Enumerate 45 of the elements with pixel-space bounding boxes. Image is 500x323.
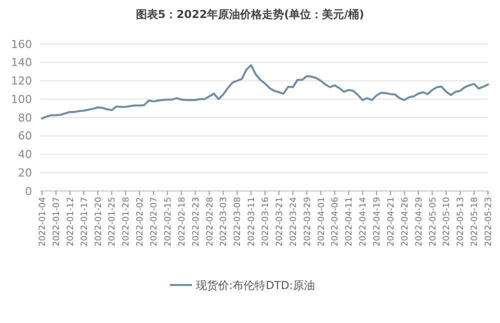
x-tick-label: 2022-01-25	[108, 197, 118, 246]
x-tick-label: 2022-04-19	[372, 197, 382, 246]
x-tick-label: 2022-02-23	[191, 197, 202, 246]
y-tick-label: 40	[18, 148, 32, 162]
x-tick-label: 2022-01-07	[52, 197, 62, 246]
y-tick-label: 80	[18, 111, 32, 124]
y-tick-label: 140	[11, 56, 32, 70]
x-tick-label: 2022-02-18	[177, 197, 188, 246]
x-tick-label: 2022-02-02	[136, 197, 146, 246]
y-tick-label: 100	[11, 92, 32, 106]
x-tick-label: 2022-04-21	[386, 197, 396, 246]
x-tick-label: 2022-04-01	[316, 197, 327, 246]
x-tick-label: 2022-01-04	[38, 197, 48, 246]
y-tick-label: 160	[11, 38, 32, 51]
x-tick-label: 2022-05-23	[484, 197, 494, 246]
x-tick-label: 2022-04-14	[358, 197, 369, 246]
x-tick-label: 2022-03-11	[247, 197, 258, 246]
y-tick-label: 120	[11, 74, 32, 88]
x-tick-label: 2022-05-10	[442, 197, 452, 246]
x-tick-label: 2022-01-20	[94, 197, 104, 246]
x-tick-label: 2022-05-05	[428, 197, 438, 246]
x-tick-label: 2022-01-17	[80, 197, 90, 246]
x-tick-label: 2022-02-15	[163, 197, 174, 246]
y-tick-label: 60	[18, 130, 32, 143]
x-tick-label: 2022-03-03	[219, 197, 230, 246]
x-tick-label: 2022-03-08	[233, 197, 244, 246]
x-tick-label: 2022-03-24	[288, 197, 299, 246]
x-tick-label: 2022-03-29	[302, 197, 313, 246]
x-tick-label: 2022-05-13	[456, 197, 466, 246]
x-tick-label: 2022-04-11	[344, 197, 355, 246]
x-tick-label: 2022-05-18	[470, 197, 480, 246]
legend-label: 现货价:布伦特DTD:原油	[196, 278, 316, 292]
x-tick-label: 2022-02-07	[150, 197, 160, 246]
y-tick-label: 20	[18, 166, 32, 180]
x-tick-label: 2022-04-29	[414, 197, 424, 246]
x-tick-label: 2022-03-21	[274, 197, 285, 246]
x-tick-label: 2022-01-12	[66, 197, 76, 246]
x-tick-label: 2022-02-28	[205, 197, 216, 246]
y-tick-label: 0	[25, 184, 32, 198]
chart-title: 图表5：2022年原油价格走势(单位：美元/桶)	[136, 8, 364, 21]
line-series	[41, 64, 489, 120]
x-tick-label: 2022-03-16	[261, 197, 271, 246]
x-tick-label: 2022-01-28	[122, 197, 132, 246]
x-tick-label: 2022-04-06	[330, 197, 341, 246]
x-tick-label: 2022-04-26	[400, 197, 410, 246]
